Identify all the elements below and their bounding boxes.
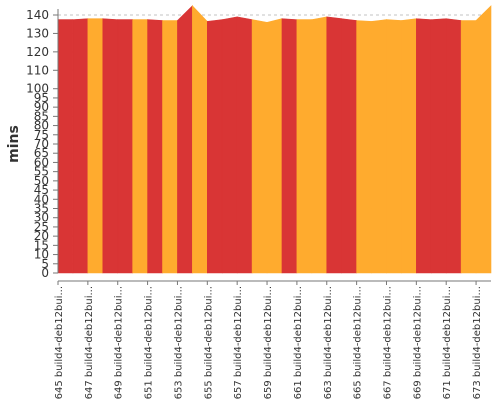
y-tick-label: 10 bbox=[34, 248, 49, 262]
x-tick-label: #671 build4-deb12bui... bbox=[442, 286, 453, 400]
x-tick-label: #647 build4-deb12bui... bbox=[84, 286, 95, 400]
y-tick-label: 100 bbox=[26, 82, 49, 96]
y-tick-labels: 0510152025303540455055606570758085909510… bbox=[26, 8, 58, 280]
area-segment-build-663 bbox=[326, 16, 342, 274]
y-tick-label: 70 bbox=[34, 137, 49, 151]
x-tick-label: #661 build4-deb12bui... bbox=[293, 286, 304, 400]
area-segment-build-651 bbox=[147, 19, 163, 274]
x-tick-label: #673 build4-deb12bui... bbox=[472, 286, 483, 400]
y-tick-label: 65 bbox=[34, 146, 49, 160]
y-tick-label: 60 bbox=[34, 155, 49, 169]
y-tick-label: 75 bbox=[34, 128, 49, 142]
x-tick-label: #659 build4-deb12bui... bbox=[263, 286, 274, 400]
area-segment-build-647 bbox=[87, 18, 104, 274]
area-segment-build-655 bbox=[207, 19, 223, 274]
area-segment-build-670 bbox=[430, 18, 447, 274]
y-tick-label: 15 bbox=[34, 238, 49, 252]
y-tick-label: 140 bbox=[26, 8, 49, 22]
y-tick-label: 20 bbox=[34, 229, 49, 243]
x-tick-label: #651 build4-deb12bui... bbox=[144, 286, 155, 400]
x-tick-label: #645 build4-deb12bui... bbox=[54, 286, 65, 400]
axes bbox=[57, 9, 491, 282]
y-tick-label: 80 bbox=[34, 119, 49, 133]
y-axis-title: mins bbox=[6, 125, 22, 163]
y-tick-label: 0 bbox=[41, 266, 49, 280]
y-tick-label: 95 bbox=[34, 91, 49, 105]
x-tick-label: #669 build4-deb12bui... bbox=[412, 286, 423, 400]
y-tick-label: 130 bbox=[26, 26, 49, 40]
area-segment-build-648 bbox=[102, 18, 119, 274]
y-tick-label: 5 bbox=[41, 257, 49, 271]
y-tick-label: 45 bbox=[34, 183, 49, 197]
x-tick-label: #655 build4-deb12bui... bbox=[203, 286, 214, 400]
x-tick-label: #663 build4-deb12bui... bbox=[323, 286, 334, 400]
y-tick-label: 110 bbox=[26, 63, 49, 77]
area-segment-build-645 bbox=[57, 19, 74, 274]
y-tick-label: 120 bbox=[26, 45, 49, 59]
area-segment-build-654 bbox=[192, 5, 208, 274]
y-tick-label: 90 bbox=[34, 100, 49, 114]
area-segment-build-671 bbox=[445, 18, 462, 274]
area-segment-build-662 bbox=[311, 16, 328, 274]
x-tick-labels: #645 build4-deb12bui... #647 build4-deb12… bbox=[54, 281, 483, 400]
y-tick-label: 85 bbox=[34, 109, 49, 123]
y-tick-label: 25 bbox=[34, 220, 49, 234]
area-segment-build-658 bbox=[251, 19, 268, 274]
y-tick-label: 35 bbox=[34, 202, 49, 216]
area-segment-build-664 bbox=[341, 18, 357, 274]
x-tick-label: #657 build4-deb12bui... bbox=[233, 286, 244, 400]
y-tick-label: 30 bbox=[34, 211, 49, 225]
area-series bbox=[57, 5, 492, 274]
area-segment-build-652 bbox=[162, 20, 178, 274]
area-segment-build-667 bbox=[386, 19, 402, 274]
area-segment-build-657 bbox=[236, 16, 253, 274]
x-tick-label: #667 build4-deb12bui... bbox=[382, 286, 393, 400]
y-tick-label: 55 bbox=[34, 165, 49, 179]
area-segment-build-666 bbox=[371, 19, 387, 274]
area-segment-build-653 bbox=[177, 5, 193, 274]
area-segment-build-660 bbox=[281, 18, 298, 274]
area-segment-build-673 bbox=[475, 5, 492, 274]
y-tick-label: 40 bbox=[34, 192, 49, 206]
x-tick-label: #665 build4-deb12bui... bbox=[353, 286, 364, 400]
area-segment-build-668 bbox=[401, 18, 417, 274]
area-segment-build-656 bbox=[221, 16, 238, 274]
area-segment-build-672 bbox=[460, 20, 477, 274]
area-segment-build-650 bbox=[132, 19, 148, 274]
y-tick-label: 50 bbox=[34, 174, 49, 188]
area-segment-build-646 bbox=[72, 18, 89, 274]
x-tick-label: #653 build4-deb12bui... bbox=[173, 286, 184, 400]
area-segment-build-669 bbox=[416, 18, 432, 274]
area-segment-build-649 bbox=[117, 19, 133, 274]
area-segment-build-661 bbox=[296, 19, 313, 274]
area-segment-build-665 bbox=[356, 20, 372, 274]
x-tick-label: #649 build4-deb12bui... bbox=[114, 286, 125, 400]
area-segment-build-659 bbox=[266, 18, 283, 274]
